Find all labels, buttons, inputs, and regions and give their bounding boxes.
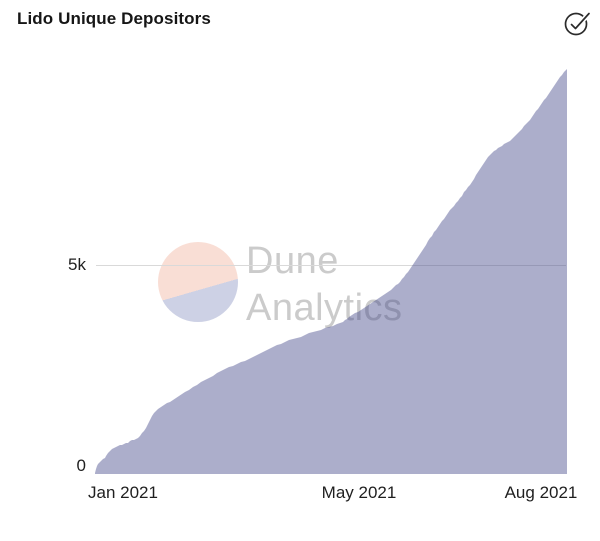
- gridline-5k: [96, 265, 566, 266]
- area-polygon: [95, 69, 567, 474]
- y-axis-tick-0: 0: [76, 456, 86, 475]
- x-axis-tick-may-2021: May 2021: [321, 483, 397, 502]
- dune-logo-icon: [158, 242, 238, 322]
- dune-watermark-line2: Analytics: [246, 287, 403, 329]
- dune-watermark: Dune Analytics: [246, 238, 403, 332]
- x-axis-tick-jan-2021: Jan 2021: [88, 483, 158, 502]
- x-axis-tick-aug-2021: Aug 2021: [504, 483, 578, 502]
- chart-title: Lido Unique Depositors: [17, 9, 211, 28]
- circle-check-icon[interactable]: [562, 8, 592, 38]
- y-axis-tick-5k: 5k: [68, 255, 86, 274]
- dune-watermark-line1: Dune: [246, 240, 339, 282]
